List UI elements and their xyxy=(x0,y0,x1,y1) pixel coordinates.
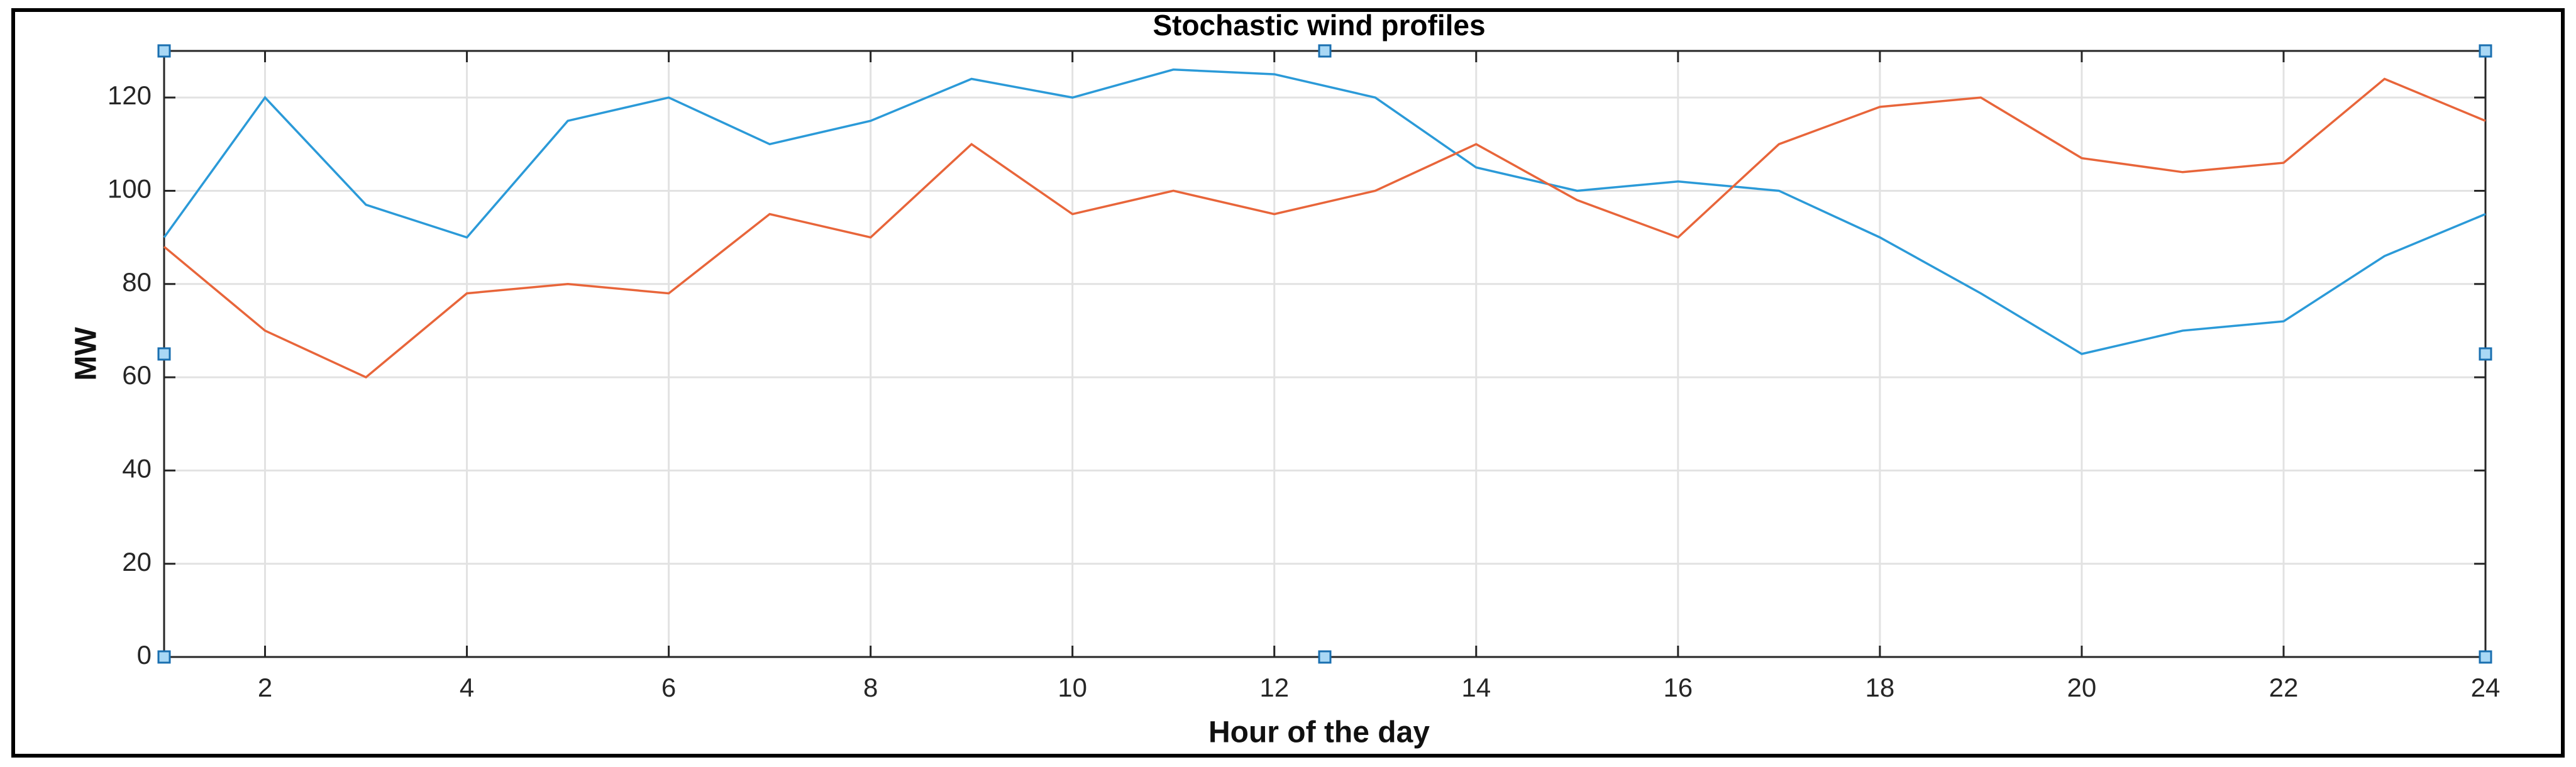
selection-handle xyxy=(2479,347,2492,361)
x-tick-label: 18 xyxy=(1866,673,1895,702)
data-line xyxy=(163,68,2486,355)
selection-handle xyxy=(157,650,171,664)
y-tick-label: 40 xyxy=(122,453,152,483)
x-tick-label: 10 xyxy=(1058,673,1087,702)
x-tick-label: 12 xyxy=(1259,673,1289,702)
y-tick-label: 20 xyxy=(122,547,152,577)
selection-handle xyxy=(157,347,171,361)
x-tick-label: 4 xyxy=(460,673,474,702)
y-tick-label: 120 xyxy=(108,80,152,110)
x-tick-label: 8 xyxy=(863,673,878,702)
x-tick-label: 14 xyxy=(1461,673,1491,702)
x-tick-label: 2 xyxy=(258,673,272,702)
x-axis-label: Hour of the day xyxy=(1208,716,1430,749)
x-tick-label: 20 xyxy=(2067,673,2097,702)
figure-border xyxy=(11,8,2565,758)
x-tick-label: 24 xyxy=(2471,673,2501,702)
y-tick-label: 80 xyxy=(122,267,152,297)
chart-title: Stochastic wind profiles xyxy=(1153,9,1485,41)
selection-handle xyxy=(1318,650,1332,664)
data-line xyxy=(163,77,2486,379)
x-tick-label: 22 xyxy=(2269,673,2299,702)
selection-handle xyxy=(1318,44,1332,58)
x-tick-label: 6 xyxy=(661,673,676,702)
selection-handle xyxy=(2479,44,2492,58)
x-tick-label: 16 xyxy=(1663,673,1693,702)
y-tick-label: 100 xyxy=(108,174,152,204)
y-axis-label: MW xyxy=(70,327,103,381)
selection-handle xyxy=(2479,650,2492,664)
y-tick-label: 60 xyxy=(122,360,152,390)
y-tick-label: 0 xyxy=(137,640,152,670)
selection-handle xyxy=(157,44,171,58)
